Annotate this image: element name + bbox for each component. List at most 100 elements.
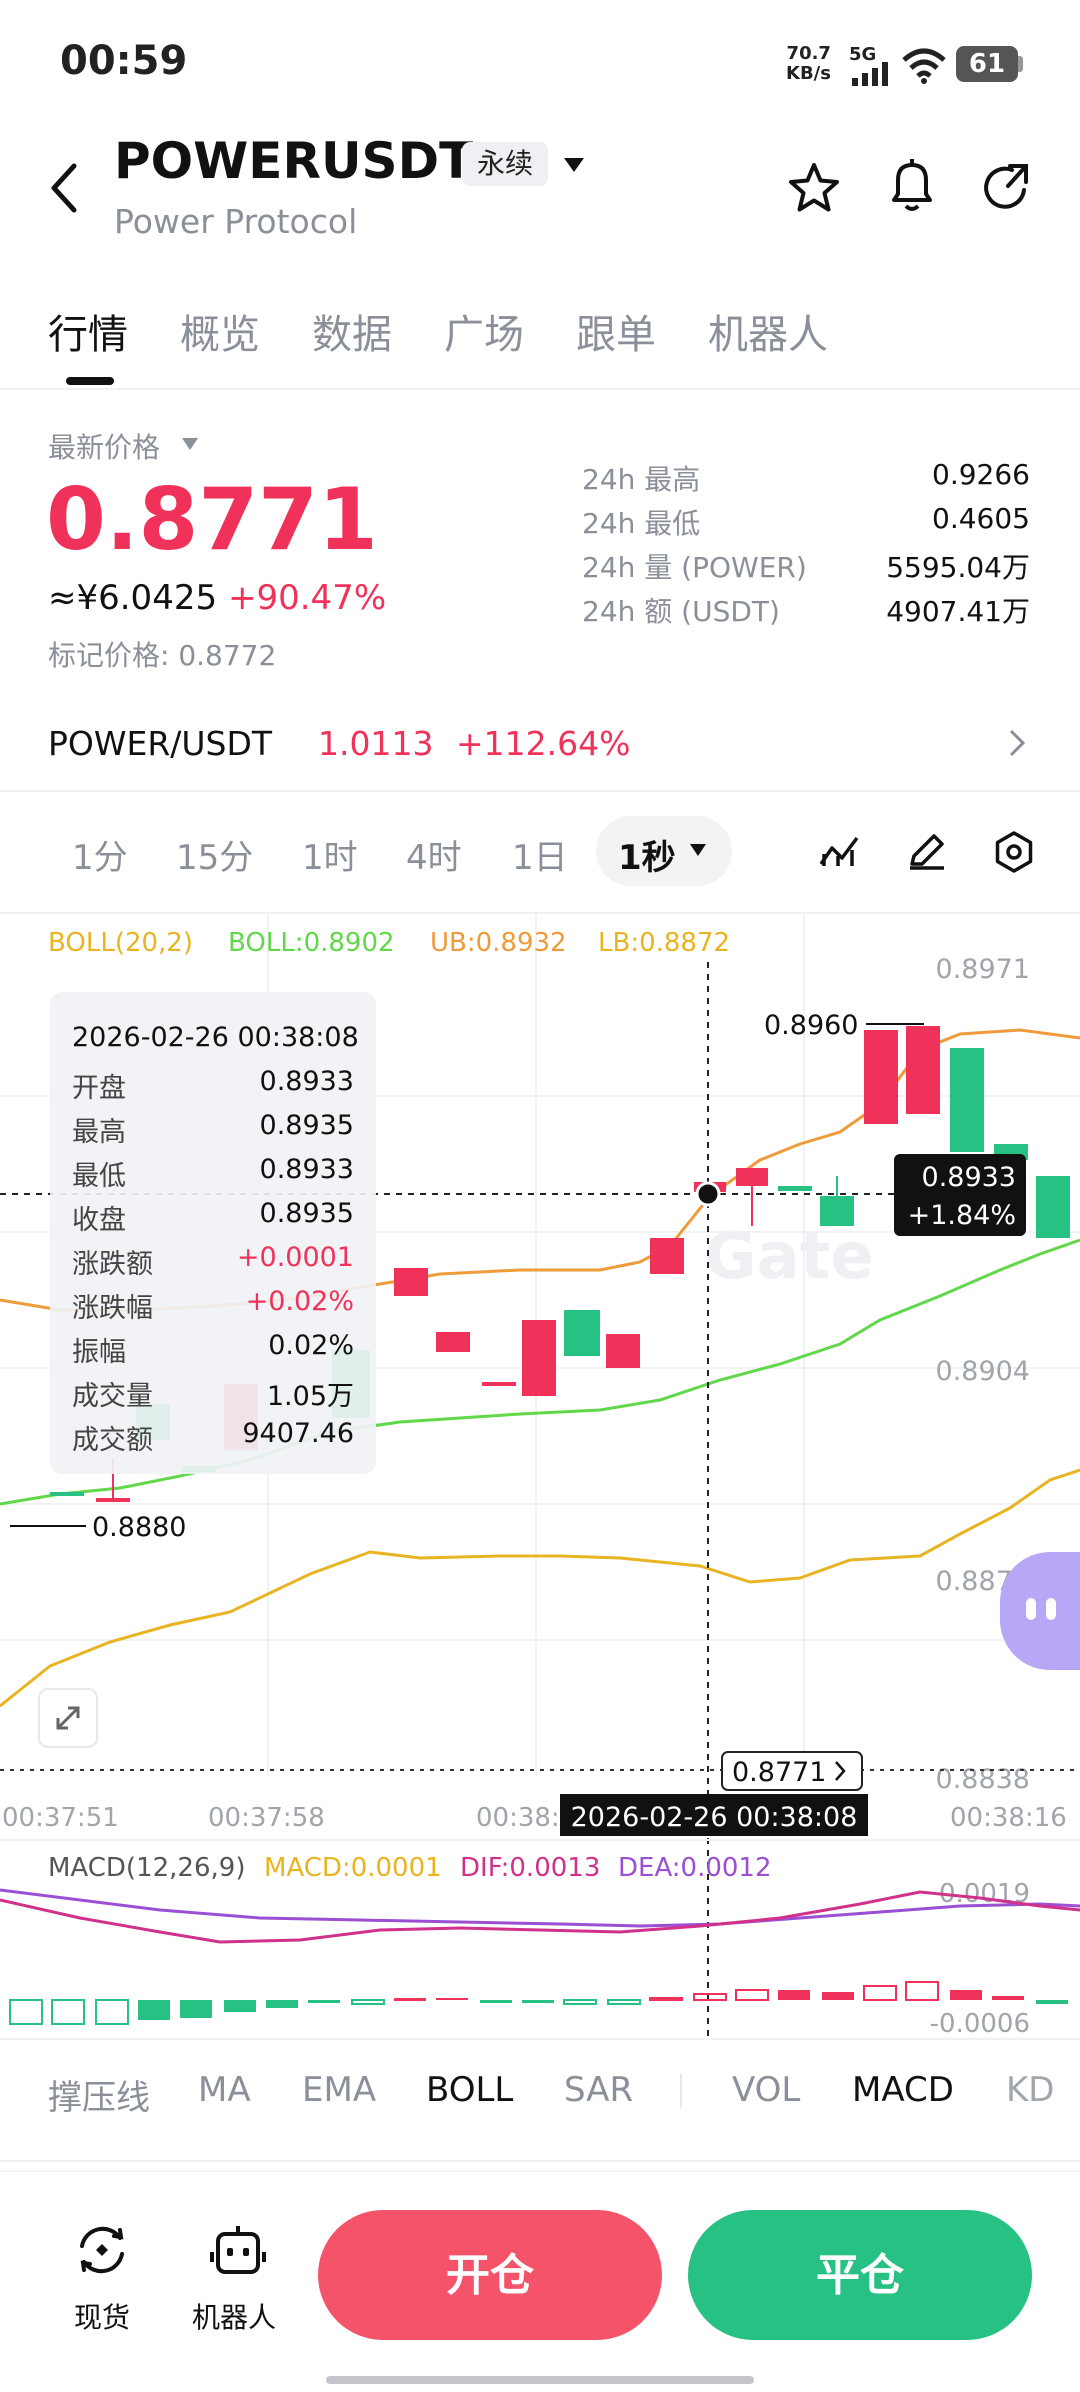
signal-icon	[852, 62, 888, 86]
indicator-tab-ema[interactable]: EMA	[302, 2070, 377, 2110]
interval-1m[interactable]: 1分	[72, 838, 128, 878]
gear-icon[interactable]	[992, 830, 1036, 874]
divider	[0, 388, 1080, 390]
change-percent: +90.47%	[228, 578, 387, 618]
back-icon[interactable]	[44, 158, 84, 218]
watermark: Gate	[704, 1220, 874, 1294]
tooltip-open-label: 开盘	[72, 1073, 126, 1104]
interval-4h[interactable]: 4时	[406, 838, 462, 878]
status-time: 00:59	[60, 38, 188, 84]
candle	[522, 1320, 556, 1396]
macd-bar	[1036, 2000, 1068, 2004]
tab-overview[interactable]: 概览	[180, 312, 260, 358]
assistant-float-icon[interactable]	[1000, 1552, 1080, 1670]
indicator-tab-boll[interactable]: BOLL	[426, 2070, 514, 2110]
last-price-tag-value: 0.8771	[732, 1757, 826, 1788]
indicator-tab-sar[interactable]: SAR	[564, 2070, 634, 2110]
spot-price[interactable]: 1.0113	[318, 724, 434, 763]
indicator-tab-kd[interactable]: KD	[1006, 2070, 1055, 2110]
spot-pair[interactable]: POWER/USDT	[48, 724, 273, 763]
pair-title[interactable]: POWERUSDT	[114, 132, 474, 190]
latest-price-label[interactable]: 最新价格	[48, 431, 161, 464]
expand-icon[interactable]	[38, 1688, 98, 1748]
candle	[864, 1030, 898, 1124]
x-tick-label: 00:38:16	[950, 1803, 1067, 1833]
stat-volume-value: 5595.04万	[886, 551, 1030, 584]
tooltip-turnover-value: 9407.46	[242, 1418, 354, 1449]
tab-copy-trade[interactable]: 跟单	[576, 312, 656, 358]
tab-bot[interactable]: 机器人	[708, 312, 828, 358]
boll-mid-line	[0, 1238, 1080, 1506]
divider	[0, 912, 1080, 914]
macd-bar	[563, 1999, 597, 2005]
macd-bar	[308, 2000, 340, 2003]
boll-ub: UB:0.8932	[430, 928, 567, 958]
spot-percent[interactable]: +112.64%	[456, 724, 631, 763]
share-icon[interactable]	[978, 160, 1034, 216]
pair-subtitle: Power Protocol	[114, 202, 358, 241]
macd-bar	[95, 1999, 129, 2025]
tooltip-volume-label: 成交量	[72, 1381, 153, 1412]
tooltip-open-value: 0.8933	[259, 1066, 354, 1097]
boll-name: BOLL(20,2)	[48, 928, 193, 958]
dif-line	[0, 1890, 1080, 1944]
candle	[820, 1196, 854, 1226]
indicator-tab-ma[interactable]: MA	[198, 2070, 251, 2110]
tab-underline	[66, 377, 114, 385]
interval-1h[interactable]: 1时	[302, 838, 358, 878]
last-price: 0.8771	[46, 470, 378, 570]
star-icon[interactable]	[786, 160, 842, 216]
indicator-icon[interactable]	[818, 832, 860, 868]
chevron-right-icon	[835, 1761, 846, 1781]
tooltip-change-label: 涨跌额	[72, 1249, 153, 1280]
crosshair-price: 0.8933	[922, 1162, 1016, 1193]
wifi-icon	[902, 48, 946, 84]
caret-down-icon[interactable]	[562, 156, 586, 174]
indicator-tab-macd[interactable]: MACD	[852, 2070, 954, 2110]
macd-bar	[180, 2000, 212, 2018]
macd-bar	[992, 1996, 1024, 2000]
tab-data[interactable]: 数据	[312, 312, 392, 358]
stat-volume-label: 24h 量 (POWER)	[582, 551, 807, 584]
last-price-tag[interactable]	[721, 1751, 863, 1791]
close-position-button[interactable]: 平仓	[688, 2210, 1032, 2340]
robot-icon[interactable]	[210, 2222, 266, 2278]
macd-bar	[394, 1998, 426, 2001]
bot-nav-label[interactable]: 机器人	[192, 2301, 277, 2334]
y-tick-label: 0.8838	[936, 1764, 1030, 1795]
macd-bar	[138, 2000, 170, 2020]
chevron-right-icon[interactable]	[1008, 728, 1026, 758]
tooltip-amplitude-value: 0.02%	[268, 1330, 354, 1361]
spot-exchange-icon[interactable]	[74, 2222, 130, 2278]
interval-1s[interactable]: 1秒	[618, 838, 676, 878]
candle	[1036, 1176, 1070, 1238]
caret-down-icon[interactable]	[180, 436, 200, 452]
indicator-tab-vol[interactable]: VOL	[732, 2070, 801, 2110]
open-position-button[interactable]: 开仓	[318, 2210, 662, 2340]
indicator-tab-support[interactable]: 撑压线	[48, 2078, 150, 2118]
tooltip-time: 2026-02-26 00:38:08	[72, 1022, 359, 1053]
caret-down-icon[interactable]	[688, 842, 708, 858]
interval-active[interactable]	[596, 816, 732, 886]
tab-market[interactable]: 行情	[48, 312, 128, 358]
tab-square[interactable]: 广场	[444, 312, 524, 358]
home-indicator[interactable]	[326, 2376, 754, 2384]
spot-nav-label[interactable]: 现货	[74, 2301, 131, 2334]
tooltip-low-value: 0.8933	[259, 1154, 354, 1185]
stat-low-value: 0.4605	[932, 502, 1030, 535]
divider	[0, 2160, 1080, 2162]
tooltip-close-value: 0.8935	[259, 1198, 354, 1229]
interval-15m[interactable]: 15分	[176, 838, 254, 878]
divider	[0, 2038, 1080, 2040]
draw-icon[interactable]	[906, 830, 948, 870]
boll-lb: LB:0.8872	[598, 928, 731, 958]
battery-nub	[1018, 56, 1023, 72]
interval-1d[interactable]: 1日	[512, 838, 568, 878]
contract-type-tag[interactable]: 永续	[462, 142, 548, 186]
crosshair-time: 2026-02-26 00:38:08	[571, 1802, 858, 1833]
tooltip-change-pct-label: 涨跌幅	[72, 1293, 153, 1324]
bell-icon[interactable]	[884, 156, 940, 216]
x-tick-label: 00:37:51	[2, 1803, 119, 1833]
tooltip-turnover-label: 成交额	[72, 1425, 153, 1456]
max-price-label: 0.8960	[764, 1010, 858, 1041]
